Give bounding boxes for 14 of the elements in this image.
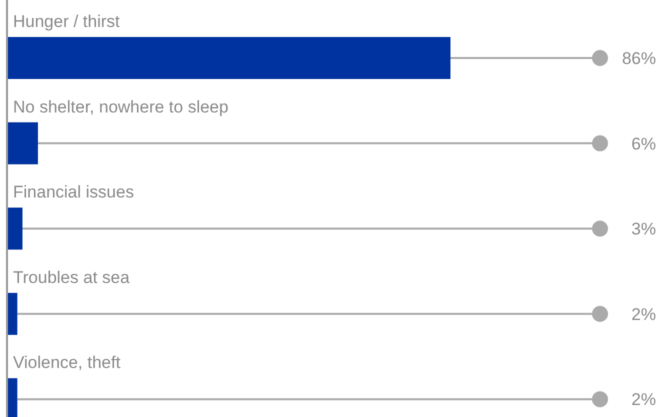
data-label: 3% [631, 220, 656, 239]
bar [7, 208, 22, 250]
data-label: 6% [631, 134, 656, 154]
y-tick-label: No shelter, nowhere to sleep [13, 97, 228, 116]
y-tick-label: Troubles at sea [13, 268, 130, 287]
bar [7, 37, 450, 79]
data-label: 86% [622, 49, 656, 68]
data-label: 2% [631, 390, 656, 410]
bar [7, 122, 38, 164]
y-tick-label: Hunger / thirst [13, 12, 120, 31]
y-tick-label: Financial issues [13, 182, 134, 202]
data-label: 2% [631, 304, 656, 324]
bar [7, 292, 18, 335]
y-tick-label: Violence, theft [13, 353, 121, 372]
